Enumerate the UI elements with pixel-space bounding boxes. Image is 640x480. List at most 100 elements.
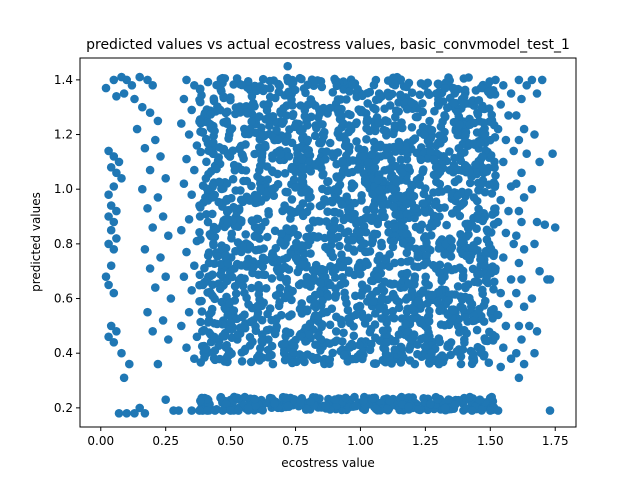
data-point — [386, 356, 395, 366]
data-point — [338, 156, 347, 166]
data-point — [362, 124, 371, 133]
data-point — [245, 241, 255, 251]
data-point — [354, 262, 363, 271]
data-point — [261, 217, 270, 227]
data-point — [182, 75, 191, 85]
data-point — [537, 75, 547, 85]
data-point — [272, 265, 282, 274]
data-point — [237, 312, 247, 322]
data-point — [264, 353, 273, 362]
data-point — [307, 112, 316, 122]
data-point — [297, 74, 306, 84]
data-point — [303, 148, 313, 158]
data-point — [416, 79, 426, 88]
data-point — [263, 345, 273, 355]
data-point — [329, 224, 339, 234]
data-point — [527, 75, 537, 85]
data-point — [303, 135, 313, 145]
data-point — [455, 120, 464, 130]
data-point — [458, 199, 467, 209]
data-point — [506, 275, 516, 284]
data-point — [355, 340, 364, 350]
data-point — [413, 249, 423, 259]
data-point — [222, 340, 231, 350]
data-point — [109, 338, 119, 347]
data-point — [401, 319, 410, 329]
data-point — [190, 165, 199, 175]
data-point — [231, 246, 240, 256]
data-point — [250, 401, 260, 411]
data-point — [344, 121, 354, 130]
data-point — [465, 178, 475, 188]
y-tick-label: 0.6 — [54, 292, 73, 306]
data-point — [394, 303, 404, 313]
data-point — [443, 103, 452, 113]
data-point — [210, 406, 220, 415]
data-point — [499, 157, 508, 167]
data-point — [358, 313, 368, 322]
data-point — [271, 243, 281, 253]
x-tick-label: 0.00 — [87, 434, 114, 448]
data-point — [543, 275, 552, 284]
data-point — [435, 179, 445, 189]
data-point — [104, 190, 113, 199]
data-point — [258, 74, 268, 84]
data-point — [255, 161, 265, 171]
data-point — [305, 224, 314, 233]
data-point — [258, 262, 268, 271]
data-point — [362, 135, 371, 144]
x-tick-label: 0.75 — [282, 434, 309, 448]
data-point — [462, 232, 472, 241]
data-point — [478, 216, 488, 226]
data-point — [499, 253, 508, 262]
data-point — [122, 75, 131, 85]
data-point — [104, 146, 113, 156]
data-point — [179, 179, 189, 188]
data-point — [182, 247, 191, 257]
data-point — [312, 354, 322, 364]
data-point — [401, 142, 410, 151]
data-point — [264, 335, 273, 344]
data-point — [182, 154, 191, 164]
data-point — [436, 304, 445, 313]
data-point — [236, 273, 246, 283]
data-point — [204, 258, 214, 268]
data-point — [402, 209, 412, 218]
data-point — [384, 165, 393, 174]
data-point — [138, 102, 147, 112]
data-point — [493, 217, 503, 227]
data-point — [309, 273, 318, 282]
data-point — [200, 353, 209, 362]
data-point — [177, 321, 186, 331]
data-point — [356, 269, 365, 279]
data-point — [242, 259, 252, 268]
data-point — [253, 172, 262, 181]
data-point — [327, 304, 337, 314]
data-point — [272, 314, 282, 323]
data-point — [476, 348, 486, 357]
x-tick-label: 1.50 — [477, 434, 504, 448]
data-point — [281, 137, 291, 146]
data-point — [454, 165, 464, 175]
data-point — [326, 247, 336, 257]
data-point — [397, 118, 406, 127]
data-point — [476, 83, 486, 93]
data-point — [469, 241, 478, 250]
data-point — [297, 154, 307, 164]
data-point — [255, 295, 264, 304]
data-point — [127, 81, 137, 90]
data-point — [345, 87, 354, 96]
data-point — [447, 236, 456, 245]
data-point — [140, 409, 150, 418]
data-point — [418, 99, 427, 108]
data-point — [313, 216, 323, 226]
data-point — [453, 191, 463, 200]
data-point — [187, 105, 196, 115]
data-point — [237, 80, 247, 90]
data-point — [519, 359, 529, 369]
data-point — [323, 292, 333, 301]
data-point — [402, 229, 412, 238]
data-point — [413, 340, 422, 349]
data-point — [471, 160, 480, 169]
